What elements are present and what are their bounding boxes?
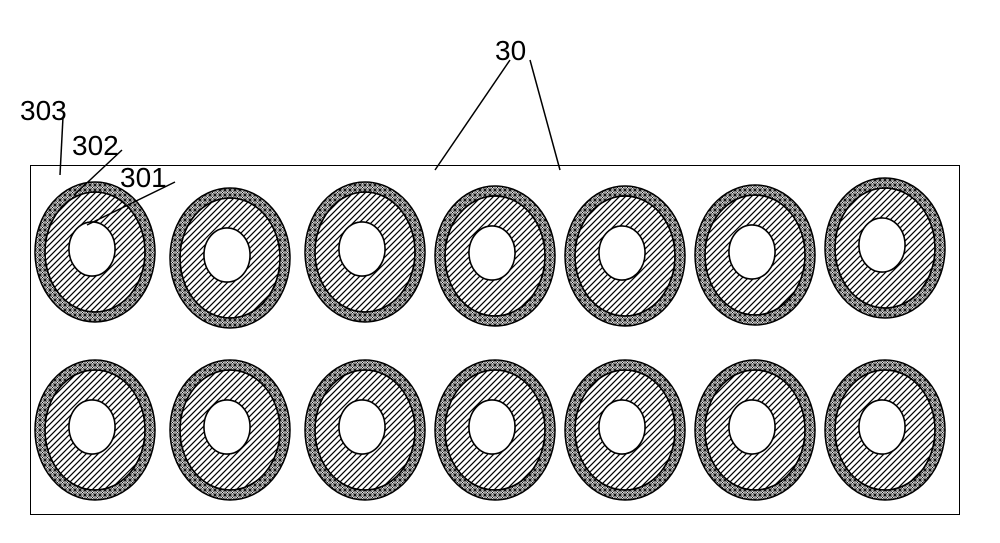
callout-label-301: 301 (120, 162, 167, 194)
container-rect (30, 165, 960, 515)
callout-label-303: 303 (20, 95, 67, 127)
callout-label-30: 30 (495, 35, 526, 67)
callout-label-302: 302 (72, 130, 119, 162)
leader-line (530, 60, 560, 170)
leader-line (435, 60, 510, 170)
